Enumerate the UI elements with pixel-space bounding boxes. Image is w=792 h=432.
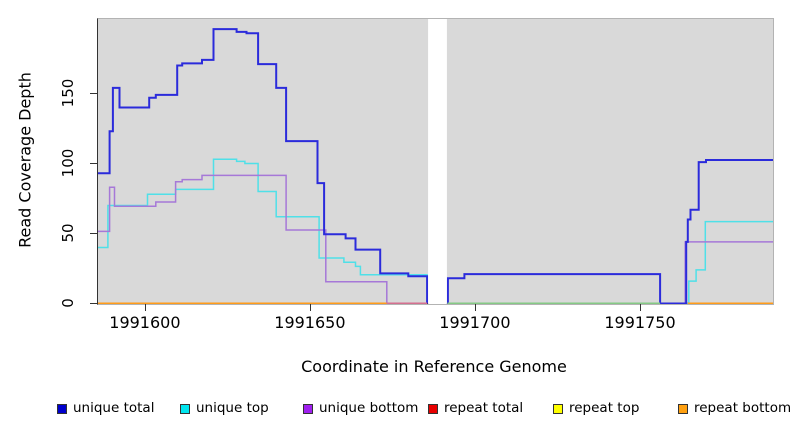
y-tick: [90, 302, 97, 304]
x-tick: [309, 304, 311, 311]
series-unique-bottom: [98, 174, 428, 304]
x-tick: [144, 304, 146, 311]
legend-label: unique bottom: [319, 400, 419, 416]
x-tick-label: 1991650: [274, 313, 346, 332]
y-tick-label: 0: [59, 297, 77, 308]
series-unique-total: [98, 28, 429, 304]
y-tick: [90, 92, 97, 94]
series-unique-top: [447, 220, 773, 304]
legend-swatch-icon: [678, 404, 688, 414]
x-axis-label: Coordinate in Reference Genome: [301, 357, 567, 376]
legend-swatch-icon: [428, 404, 438, 414]
y-tick-label: 100: [59, 148, 77, 177]
coverage-step-chart: [98, 19, 773, 304]
legend-swatch-icon: [303, 404, 313, 414]
y-tick-label: 150: [59, 78, 77, 107]
x-tick: [474, 304, 476, 311]
x-tick-label: 1991700: [439, 313, 511, 332]
missing-data-band: [428, 19, 447, 304]
legend-swatch-icon: [57, 404, 67, 414]
legend: unique total unique top unique bottom repea…: [0, 398, 792, 422]
x-tick-label: 1991600: [109, 313, 181, 332]
y-tick: [90, 162, 97, 164]
y-axis-label: Read Coverage Depth: [15, 72, 35, 248]
series-unique-total: [446, 159, 773, 304]
y-tick-label: 50: [59, 222, 77, 243]
x-tick: [640, 304, 641, 311]
legend-label: repeat top: [569, 400, 640, 416]
x-tick-label: 1991750: [604, 313, 676, 332]
legend-label: repeat total: [444, 400, 524, 416]
series-unique-bottom: [447, 241, 773, 304]
y-tick: [90, 232, 97, 234]
legend-swatch-icon: [180, 404, 190, 414]
legend-label: repeat bottom: [694, 400, 792, 416]
legend-label: unique top: [196, 400, 269, 416]
legend-label: unique total: [73, 400, 155, 416]
plot-area: [97, 18, 774, 305]
series-unique-top: [98, 158, 428, 304]
legend-swatch-icon: [553, 404, 563, 414]
